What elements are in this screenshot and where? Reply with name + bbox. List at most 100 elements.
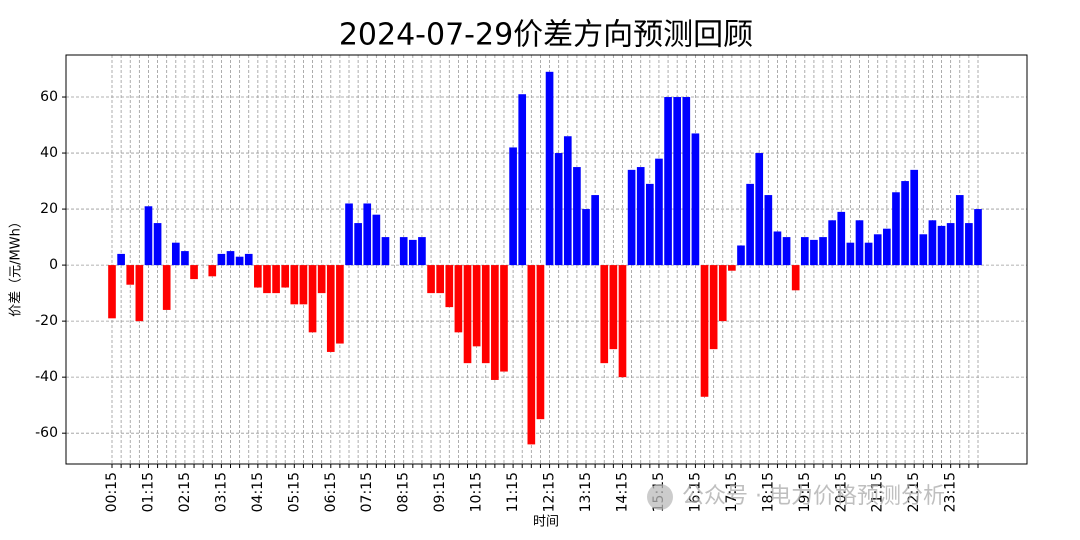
bar: [664, 97, 672, 266]
bar: [700, 265, 709, 397]
bar: [837, 211, 846, 266]
plot-frame: [65, 54, 1028, 465]
bar: [673, 97, 682, 266]
x-tick-label: 08:15: [396, 472, 412, 512]
bar: [709, 265, 718, 350]
x-tick-label: 20:15: [833, 472, 849, 512]
bar: [153, 223, 162, 266]
x-tick-label: 13:15: [578, 472, 594, 512]
bar: [855, 220, 864, 266]
bar: [427, 265, 435, 294]
bar: [217, 253, 226, 266]
bar: [363, 203, 372, 266]
bar: [500, 265, 508, 372]
bar: [554, 153, 563, 266]
x-tick-label: 10:15: [469, 472, 485, 512]
x-tick-label: 07:15: [359, 472, 375, 512]
bar: [618, 265, 627, 378]
bar: [372, 214, 381, 266]
bar: [190, 265, 198, 280]
y-tick-label: 40: [40, 145, 58, 161]
x-tick-label: 18:15: [760, 472, 776, 512]
bar: [336, 265, 344, 344]
bar: [819, 237, 827, 266]
bar: [317, 265, 326, 294]
bar: [873, 234, 882, 266]
bar: [901, 181, 909, 266]
bar: [755, 153, 764, 266]
bar: [181, 251, 189, 266]
bar: [408, 239, 417, 266]
bar: [892, 192, 900, 266]
bar: [974, 209, 982, 266]
bar: [454, 265, 463, 333]
bar: [563, 136, 572, 266]
x-tick-label: 03:15: [213, 472, 229, 512]
bar: [646, 183, 654, 266]
bar: [937, 225, 946, 266]
bar: [326, 265, 335, 352]
x-tick-label: 22:15: [906, 472, 922, 512]
bar: [800, 237, 809, 266]
x-tick-label: 16:15: [687, 472, 703, 512]
bar: [226, 251, 235, 266]
bar: [636, 167, 645, 266]
x-tick-label: 21:15: [870, 472, 886, 512]
x-tick-label: 11:15: [505, 472, 521, 512]
chart-title: 2024-07-29价差方向预测回顾: [339, 18, 753, 53]
bar: [445, 265, 454, 308]
bar: [627, 169, 636, 266]
bar: [955, 195, 964, 266]
bar: [126, 265, 135, 285]
bar: [162, 265, 171, 310]
x-tick-label: 01:15: [140, 472, 156, 512]
x-tick-label: 17:15: [724, 472, 740, 512]
bar: [436, 265, 444, 294]
x-axis-label: 时间: [533, 515, 559, 530]
bar: [828, 220, 836, 266]
bar: [381, 237, 390, 266]
bar: [254, 265, 262, 288]
bar: [354, 223, 362, 266]
bar: [928, 220, 937, 266]
bar: [491, 265, 499, 380]
bar: [600, 265, 609, 364]
bar: [171, 242, 180, 266]
watermark-text: 公众号 · 电力价格预测分析: [682, 484, 945, 509]
bar: [208, 265, 217, 277]
bar: [591, 195, 599, 266]
bar: [910, 169, 919, 266]
plot-area: -60 -40 -20 0 20 40 60 00:15 01:15 02:15 03:15 04:1…: [35, 55, 1027, 512]
y-tick-label: 0: [49, 257, 58, 273]
bar: [463, 265, 472, 364]
bar: [691, 133, 700, 266]
bar: [345, 203, 353, 266]
bar: [281, 265, 290, 288]
bar: [764, 195, 773, 266]
bar: [272, 265, 280, 294]
x-tick-label: 09:15: [432, 472, 448, 512]
y-tick-label: -40: [35, 369, 58, 385]
bar: [472, 265, 481, 347]
bar: [518, 94, 527, 266]
x-tick-label: 19:15: [797, 472, 813, 512]
bar: [919, 234, 928, 266]
bar: [527, 265, 536, 445]
bar: [728, 265, 736, 271]
bar: [290, 265, 299, 305]
bar: [946, 223, 955, 266]
bar: [573, 167, 581, 266]
bar: [718, 265, 727, 322]
bar: [864, 242, 873, 266]
bar: [773, 231, 782, 266]
x-tick-label: 05:15: [286, 472, 302, 512]
x-tick-label: 12:15: [542, 472, 558, 512]
bar: [399, 237, 408, 266]
bar: [263, 265, 271, 294]
x-tick-label: 14:15: [614, 472, 630, 512]
bar: [846, 242, 855, 266]
y-tick-label: 20: [40, 201, 58, 217]
bar: [308, 265, 317, 333]
bar: [135, 265, 144, 322]
